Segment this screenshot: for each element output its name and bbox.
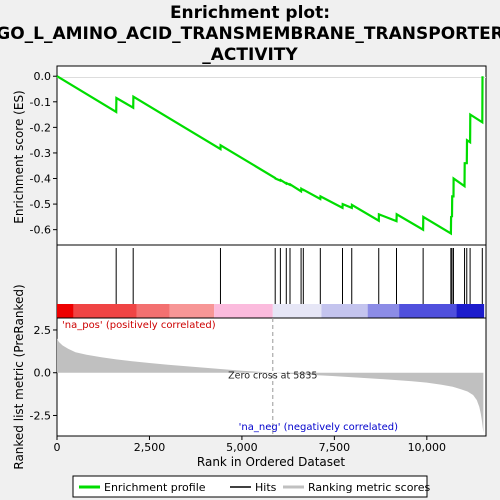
chart-title-line-1: Enrichment plot: — [170, 3, 330, 23]
es-y-tick-label: -0.6 — [30, 224, 51, 237]
color-bar-segment — [214, 304, 273, 318]
es-panel: 0.0 -0.1 -0.2 -0.3 -0.4 -0.5 -0.6 Enrichment s… — [12, 66, 486, 245]
zero-cross-label: Zero cross at 5835 — [228, 371, 317, 382]
x-tick-label: 5,000 — [226, 441, 258, 454]
es-y-axis-label: Enrichment score (ES) — [12, 90, 26, 223]
x-tick-label: 10,000 — [408, 441, 447, 454]
ranking-y-tick-label: 0.0 — [34, 367, 52, 380]
x-tick-label: 0 — [54, 441, 61, 454]
x-axis-label: Rank in Ordered Dataset — [197, 455, 345, 469]
chart-title-line-3: _ACTIVITY — [202, 45, 298, 65]
color-bar-segment — [368, 304, 399, 318]
ranking-y-tick-label: 2.5 — [34, 324, 52, 337]
color-bar-segment — [74, 304, 137, 318]
chart-title-line-2: GO_L_AMINO_ACID_TRANSMEMBRANE_TRANSPORTE… — [0, 24, 500, 44]
ranking-y-axis-label: Ranked list metric (PreRanked) — [12, 284, 26, 469]
negative-correlation-label: 'na_neg' (negatively correlated) — [239, 422, 398, 433]
color-bar-segment — [456, 304, 484, 318]
positive-correlation-label: 'na_pos' (positively correlated) — [62, 320, 216, 331]
es-y-tick-label: -0.2 — [30, 121, 51, 134]
es-y-tick-label: 0.0 — [34, 70, 52, 83]
legend-enrichment-profile-label: Enrichment profile — [104, 481, 206, 494]
es-panel-background — [57, 66, 486, 245]
x-tick-label: 2,500 — [134, 441, 166, 454]
ranking-y-tick-label: -2.5 — [30, 409, 51, 422]
color-bar-segment — [399, 304, 456, 318]
x-tick-label: 7,500 — [319, 441, 351, 454]
legend-ranking-metric-label: Ranking metric scores — [308, 481, 430, 494]
legend: Enrichment profile Hits Ranking metric s… — [73, 476, 430, 497]
ranking-color-bar — [57, 304, 484, 318]
es-y-tick-label: -0.5 — [30, 198, 51, 211]
es-y-tick-label: -0.1 — [30, 96, 51, 109]
color-bar-segment — [137, 304, 170, 318]
color-bar-segment — [321, 304, 367, 318]
legend-hits-label: Hits — [255, 481, 277, 494]
color-bar-segment — [273, 304, 322, 318]
color-bar-segment — [57, 304, 74, 318]
es-y-tick-label: -0.4 — [30, 173, 51, 186]
hits-panel — [57, 245, 486, 318]
es-y-tick-label: -0.3 — [30, 147, 51, 160]
color-bar-segment — [170, 304, 214, 318]
